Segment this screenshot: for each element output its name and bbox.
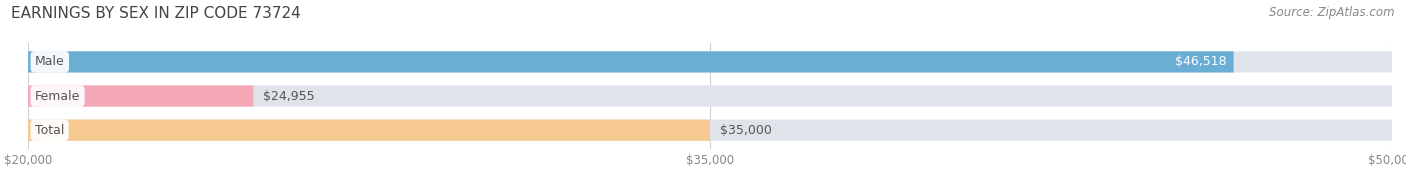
Text: Source: ZipAtlas.com: Source: ZipAtlas.com (1270, 6, 1395, 19)
FancyBboxPatch shape (28, 51, 1392, 73)
FancyBboxPatch shape (28, 85, 253, 107)
FancyBboxPatch shape (28, 120, 1392, 141)
FancyBboxPatch shape (28, 85, 1392, 107)
Text: Female: Female (35, 90, 80, 103)
FancyBboxPatch shape (28, 120, 710, 141)
Text: $46,518: $46,518 (1175, 55, 1227, 68)
Text: EARNINGS BY SEX IN ZIP CODE 73724: EARNINGS BY SEX IN ZIP CODE 73724 (11, 6, 301, 21)
FancyBboxPatch shape (28, 51, 1233, 73)
Text: $35,000: $35,000 (720, 124, 772, 137)
Text: $24,955: $24,955 (263, 90, 315, 103)
Text: Male: Male (35, 55, 65, 68)
Text: Total: Total (35, 124, 65, 137)
